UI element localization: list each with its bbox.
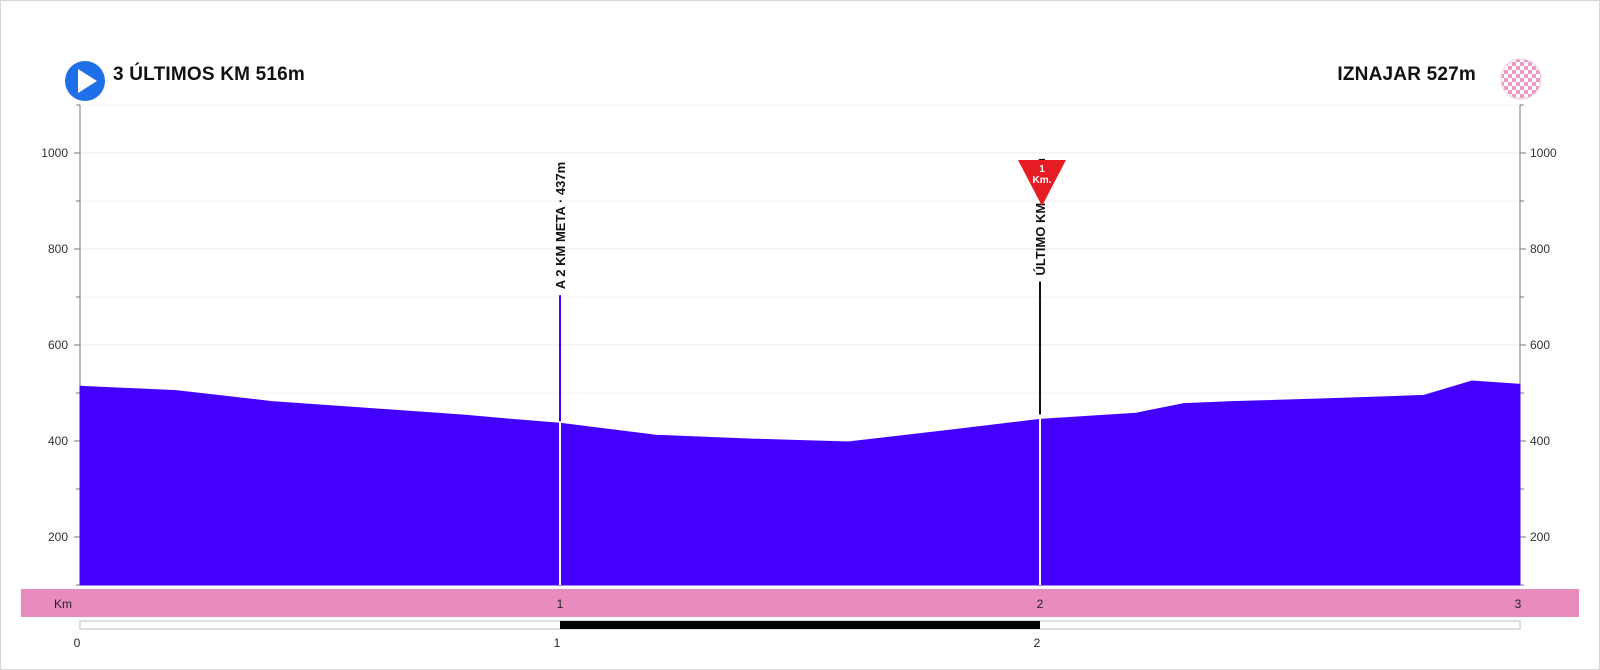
- y-tick-label-left: 400: [48, 434, 68, 448]
- elevation-profile-area: [79, 380, 1521, 586]
- y-tick-label-right: 400: [1530, 434, 1550, 448]
- y-tick-label-right: 1000: [1530, 146, 1557, 160]
- finish-title: IZNAJAR 527m: [1337, 64, 1476, 85]
- km-marker-label: A 2 KM META · 437m: [553, 162, 568, 289]
- scale-bar-tick: 0: [74, 636, 81, 650]
- start-title: 3 ÚLTIMOS KM 516m: [113, 64, 306, 85]
- y-tick-label-left: 800: [48, 242, 68, 256]
- scale-bar-tick: 1: [554, 636, 561, 650]
- scale-bar-tick: 2: [1034, 636, 1041, 650]
- start-arrow-icon: [64, 60, 106, 107]
- last-km-flag-unit: Km.: [1033, 175, 1052, 186]
- km-band-label: Km: [54, 597, 72, 611]
- last-km-flag-icon: 1Km.: [1018, 160, 1066, 206]
- scale-bar-segment: [560, 621, 1040, 629]
- y-tick-label-left: 600: [48, 338, 68, 352]
- checkered-flag-icon: [1500, 58, 1542, 105]
- y-tick-label-right: 600: [1530, 338, 1550, 352]
- last-km-flag-number: 1: [1039, 164, 1045, 175]
- km-band: [21, 589, 1579, 617]
- y-tick-label-right: 200: [1530, 530, 1550, 544]
- km-band-tick: 1: [557, 597, 564, 611]
- y-tick-label-left: 200: [48, 530, 68, 544]
- y-tick-label-right: 800: [1530, 242, 1550, 256]
- km-band-tick: 2: [1037, 597, 1044, 611]
- km-band-tick: 3: [1515, 597, 1522, 611]
- y-tick-label-left: 1000: [41, 146, 68, 160]
- last-km-triangle: [1018, 160, 1066, 206]
